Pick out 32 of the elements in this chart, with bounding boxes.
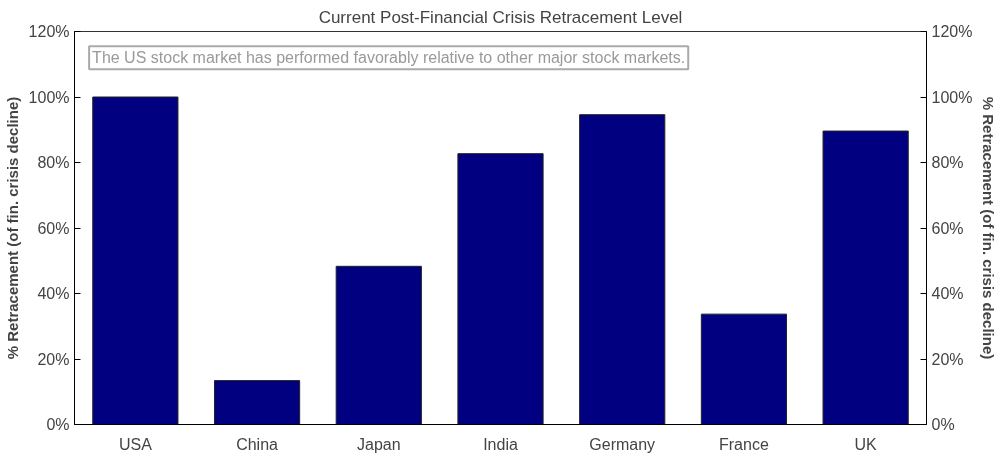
y-tick-label: 20% — [37, 350, 70, 368]
x-tick-label: China — [236, 435, 279, 453]
x-tick-label: India — [483, 435, 518, 453]
bar — [213, 380, 301, 425]
bar — [335, 265, 422, 425]
x-tick-label: Germany — [589, 435, 656, 453]
bar — [92, 96, 179, 425]
x-tick-label: France — [719, 435, 769, 453]
y2-tick-label: 80% — [931, 154, 964, 171]
y-tick-label: 0% — [46, 416, 70, 433]
y-tick-label: 100% — [28, 88, 70, 106]
bar — [579, 114, 666, 425]
bar — [457, 153, 544, 425]
y2-tick-label: 40% — [931, 285, 964, 302]
y2-axis-title: % Retracement (of fin. crisis decline) — [980, 96, 998, 360]
annotation: The US stock market has performed favorably relative to other major stock markets. — [92, 49, 686, 67]
y2-tick-label: 0% — [931, 416, 955, 433]
y-axis-title: % Retracement (of fin. crisis decline) — [3, 96, 21, 360]
y-tick-label: 120% — [28, 23, 70, 40]
x-tick-label: USA — [118, 435, 153, 453]
x-tick-label: Japan — [356, 435, 401, 453]
bar — [822, 130, 909, 425]
y-tick-label: 60% — [37, 219, 70, 237]
y2-tick-label: 100% — [931, 88, 973, 106]
y2-tick-label: 60% — [931, 219, 964, 237]
bar — [700, 313, 788, 425]
chart-title: Current Post-Financial Crisis Retracement Level — [318, 7, 683, 27]
x-tick-label: UK — [854, 435, 878, 453]
y2-tick-label: 120% — [931, 23, 973, 40]
y-tick-label: 40% — [37, 285, 70, 302]
y-tick-label: 80% — [37, 154, 70, 171]
y2-tick-label: 20% — [931, 350, 964, 368]
